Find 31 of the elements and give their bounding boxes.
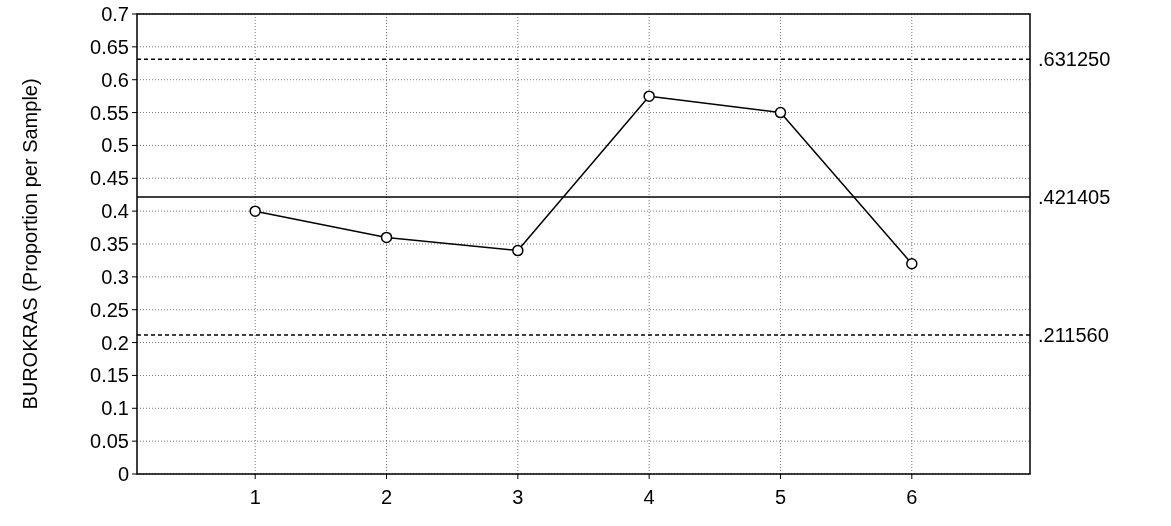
ref-line-label: .211560 xyxy=(1038,323,1109,346)
x-tick-label: 3 xyxy=(512,486,524,508)
x-tick-label: 5 xyxy=(774,486,787,508)
y-tick-label: 0.35 xyxy=(90,233,129,255)
y-tick-label: 0.55 xyxy=(90,101,129,124)
point xyxy=(643,90,655,102)
x-tick-label: 4 xyxy=(643,486,655,508)
point xyxy=(249,205,261,217)
y-tick-label: 0.65 xyxy=(90,35,129,58)
y-tick-label: 0.6 xyxy=(101,68,129,91)
x-tick-label: 1 xyxy=(249,486,261,508)
x-tick-label: 2 xyxy=(380,486,393,508)
y-tick-label: 0.05 xyxy=(90,430,129,453)
ref-line-label: .421405 xyxy=(1038,186,1111,209)
y-tick-label: 0 xyxy=(117,463,129,485)
y-tick-label: 0.7 xyxy=(101,3,129,25)
x-tick-label: 6 xyxy=(906,486,918,508)
y-axis-title: BUROKRAS (Proportion per Sample) xyxy=(19,78,41,410)
y-tick-label: 0.3 xyxy=(101,265,129,288)
y-tick-label: 0.2 xyxy=(101,331,129,354)
y-tick-label: 0.5 xyxy=(101,134,129,157)
point xyxy=(774,106,787,119)
y-tick-label: 0.1 xyxy=(101,397,129,420)
y-tick-label: 0.15 xyxy=(90,364,129,387)
point xyxy=(906,257,918,270)
point xyxy=(512,244,524,257)
y-tick-label: 0.25 xyxy=(90,298,129,321)
y-tick-label: 0.4 xyxy=(101,200,129,223)
y-tick-label: 0.45 xyxy=(90,167,129,190)
point xyxy=(380,231,393,244)
ref-line-label: .631250 xyxy=(1038,48,1111,71)
